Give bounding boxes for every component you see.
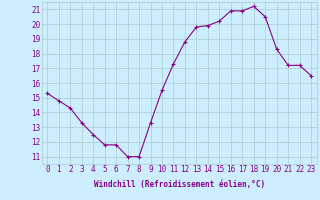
X-axis label: Windchill (Refroidissement éolien,°C): Windchill (Refroidissement éolien,°C) — [94, 180, 265, 189]
